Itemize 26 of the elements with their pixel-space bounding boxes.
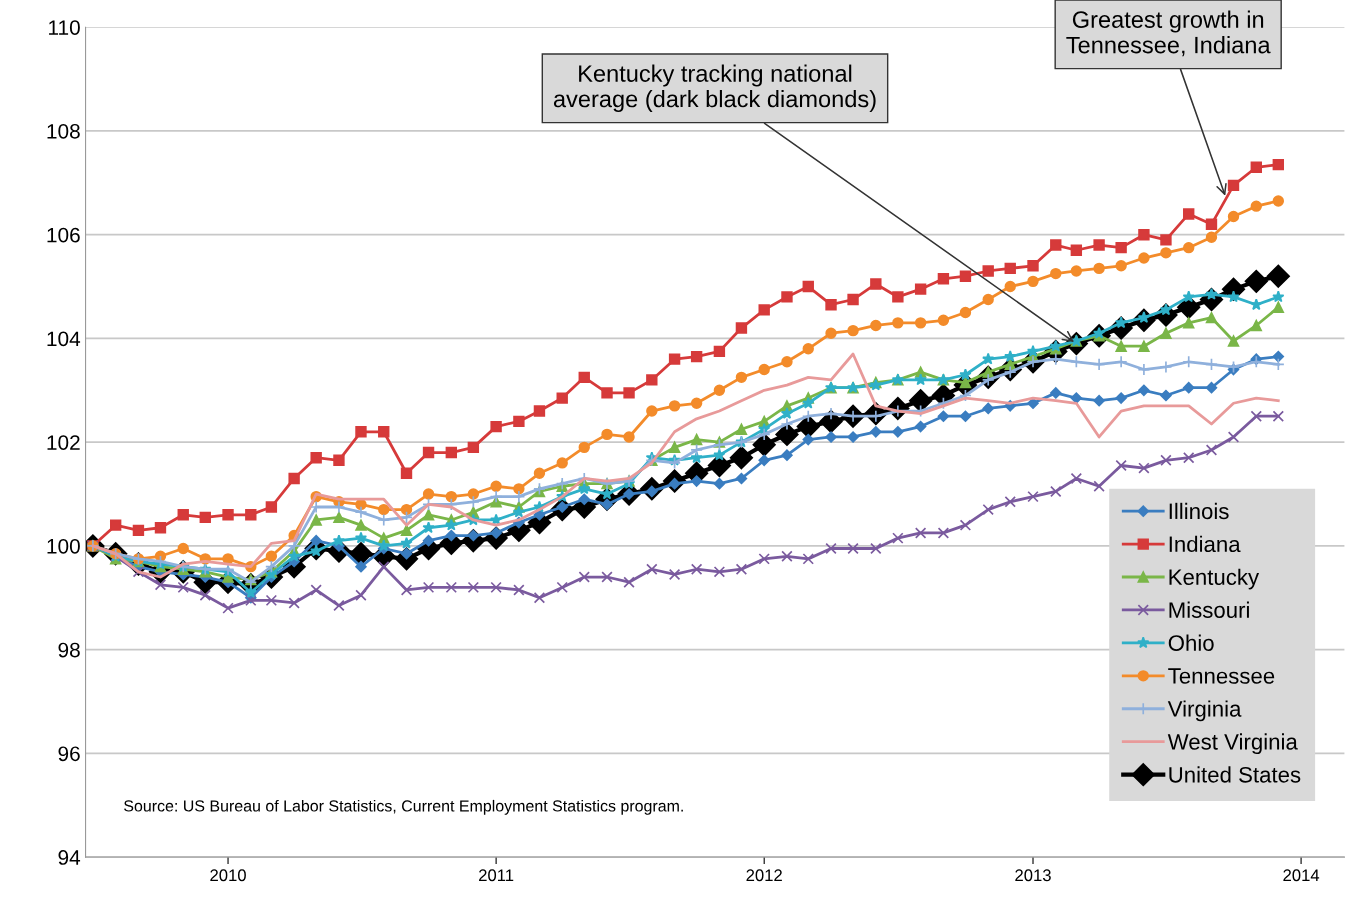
legend-label: Kentucky — [1169, 568, 1260, 590]
y-tick-label: 106 — [47, 227, 80, 243]
annotation: Greatest growth in Tennessee, Indiana — [1066, 10, 1271, 57]
y-tick-label: 98 — [58, 642, 80, 658]
x-tick-label: 2011 — [479, 869, 514, 882]
y-tick-label: 110 — [49, 20, 80, 35]
x-tick-label: 2013 — [1015, 869, 1051, 882]
legend-label: Tennessee — [1168, 668, 1275, 684]
y-tick-label: 94 — [58, 850, 81, 865]
y-tick-label: 102 — [47, 435, 80, 450]
annotation: Kentucky tracking national average (dark black diamonds) — [553, 64, 876, 112]
legend-label: Illinois — [1169, 502, 1229, 520]
x-tick-label: 2014 — [1283, 869, 1320, 882]
y-tick-label: 100 — [47, 538, 80, 554]
legend-label: Ohio — [1168, 634, 1214, 651]
legend-label: Missouri — [1169, 601, 1249, 618]
legend-label: West Virginia — [1167, 733, 1298, 755]
y-tick-label: 108 — [47, 123, 80, 139]
y-tick-label: 104 — [47, 331, 81, 347]
y-tick-label: 96 — [58, 746, 80, 762]
x-tick-label: 2012 — [746, 869, 782, 882]
legend-label: Virginia — [1167, 700, 1242, 722]
legend-label: United States — [1169, 766, 1301, 783]
x-tick-label: 2010 — [210, 869, 246, 882]
legend-label: Indiana — [1169, 535, 1241, 553]
annotation: Source: US Bureau of Labor Statistics, Current Employment Statistics program. — [124, 799, 683, 815]
